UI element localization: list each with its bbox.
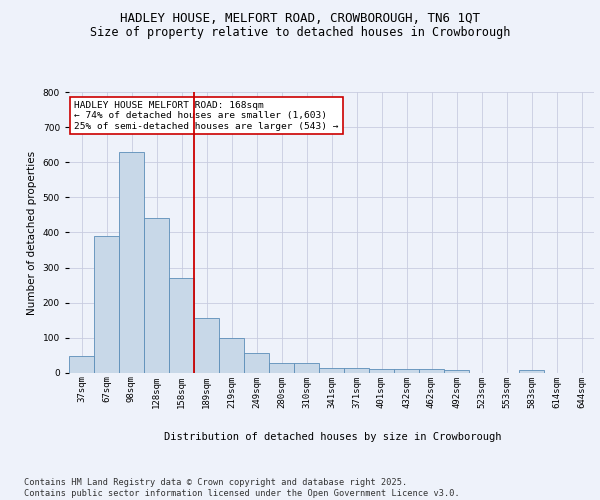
Bar — [94, 236, 119, 372]
Bar — [244, 353, 269, 372]
Bar — [344, 368, 369, 372]
Bar — [119, 152, 144, 372]
Text: Size of property relative to detached houses in Crowborough: Size of property relative to detached ho… — [90, 26, 510, 39]
Y-axis label: Number of detached properties: Number of detached properties — [27, 150, 37, 314]
Text: Distribution of detached houses by size in Crowborough: Distribution of detached houses by size … — [164, 432, 502, 442]
Bar — [194, 318, 219, 372]
Text: HADLEY HOUSE, MELFORT ROAD, CROWBOROUGH, TN6 1QT: HADLEY HOUSE, MELFORT ROAD, CROWBOROUGH,… — [120, 12, 480, 26]
Bar — [394, 369, 419, 372]
Bar — [519, 370, 544, 372]
Bar — [444, 370, 469, 372]
Bar — [419, 369, 444, 372]
Text: HADLEY HOUSE MELFORT ROAD: 168sqm
← 74% of detached houses are smaller (1,603)
2: HADLEY HOUSE MELFORT ROAD: 168sqm ← 74% … — [74, 101, 339, 130]
Bar — [169, 278, 194, 372]
Bar — [369, 369, 394, 372]
Bar — [219, 338, 244, 372]
Bar — [319, 368, 344, 372]
Bar — [294, 362, 319, 372]
Bar — [69, 356, 94, 372]
Bar — [269, 362, 294, 372]
Bar — [144, 218, 169, 372]
Text: Contains HM Land Registry data © Crown copyright and database right 2025.
Contai: Contains HM Land Registry data © Crown c… — [24, 478, 460, 498]
